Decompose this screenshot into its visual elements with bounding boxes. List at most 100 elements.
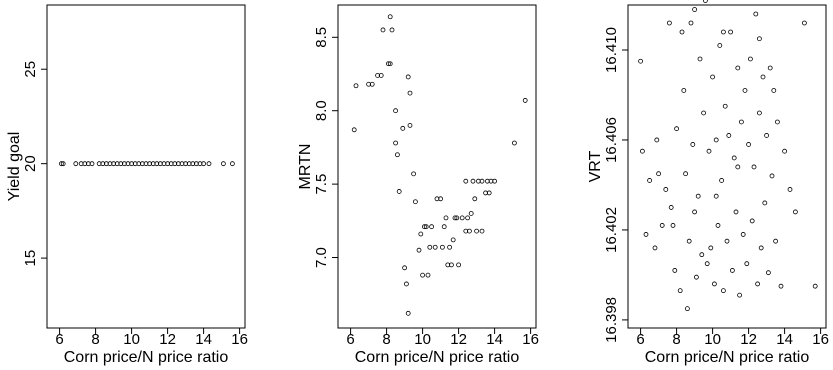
point: [468, 211, 474, 216]
x-tick-label: 16: [812, 331, 829, 348]
point: [486, 190, 492, 196]
point: [405, 310, 411, 316]
point: [730, 268, 735, 273]
point: [656, 171, 661, 177]
point: [744, 261, 750, 267]
point: [679, 29, 685, 35]
x-tick-label: 16: [522, 331, 539, 348]
point: [425, 272, 431, 278]
point: [407, 122, 413, 128]
point: [668, 205, 674, 210]
y-tick-label: 7.0: [313, 247, 330, 268]
point: [378, 73, 384, 78]
point: [771, 88, 777, 93]
point: [416, 247, 422, 253]
x-tick-label: 8: [382, 331, 390, 348]
x-axis-label: Corn price/N price ratio: [645, 349, 810, 366]
y-axis-label: VRT: [587, 150, 604, 182]
point: [465, 215, 471, 221]
x-tick-label: 8: [672, 331, 680, 348]
point: [407, 90, 413, 96]
x-tick-label: 14: [776, 331, 793, 348]
point: [394, 152, 400, 158]
point: [402, 265, 408, 271]
point: [728, 29, 733, 35]
point: [411, 171, 417, 177]
point: [441, 224, 447, 230]
point: [423, 224, 429, 230]
point: [427, 244, 433, 250]
point: [129, 161, 135, 167]
point: [677, 288, 683, 294]
panel: 6 8 10 12 14 16 15 20 25 Corn price/N price ratio…: [6, 4, 248, 366]
point: [448, 262, 454, 268]
y-axis-label: Yield goal: [6, 132, 23, 202]
x-tick-label: 14: [195, 331, 212, 348]
x-tick-label: 6: [55, 331, 63, 348]
point: [685, 306, 690, 312]
point: [704, 261, 710, 267]
point: [454, 215, 460, 221]
point: [753, 11, 759, 17]
point: [387, 61, 393, 67]
point: [701, 110, 706, 116]
point: [773, 238, 778, 244]
point: [389, 27, 395, 33]
point: [686, 238, 692, 244]
point: [456, 262, 462, 268]
point: [220, 161, 226, 167]
y-tick-label: 8.0: [313, 100, 330, 121]
point: [420, 272, 426, 278]
panel: 6 8 10 12 14 16 7.0 7.5 8.0 8.5 Corn price/N price…: [297, 4, 539, 366]
point: [692, 7, 697, 12]
point: [59, 161, 64, 167]
point: [100, 161, 106, 167]
y-tick-label: 20: [22, 155, 39, 172]
x-tick-label: 12: [450, 331, 467, 348]
point: [760, 74, 766, 80]
point: [739, 119, 744, 125]
point: [512, 140, 517, 146]
point: [111, 161, 116, 167]
point: [751, 164, 757, 170]
point: [492, 178, 498, 184]
point: [724, 238, 730, 244]
point: [688, 20, 694, 26]
point: [721, 29, 726, 35]
point: [470, 178, 476, 184]
point: [695, 193, 701, 199]
point: [694, 274, 699, 280]
point: [757, 36, 762, 42]
point: [154, 161, 160, 167]
x-tick-label: 10: [704, 331, 721, 348]
point: [405, 74, 411, 80]
point: [737, 292, 742, 298]
x-tick-label: 6: [636, 331, 644, 348]
point: [721, 288, 726, 294]
point: [438, 196, 444, 202]
point: [758, 245, 764, 251]
point: [403, 281, 409, 287]
point: [432, 244, 438, 250]
point: [740, 232, 746, 237]
point: [201, 161, 207, 167]
point: [652, 245, 658, 251]
point: [136, 161, 142, 167]
point: [351, 127, 357, 133]
point: [104, 161, 109, 167]
point: [746, 142, 751, 147]
point: [472, 196, 478, 202]
point: [82, 161, 88, 167]
y-tick-label: 7.5: [313, 174, 330, 195]
point: [672, 268, 678, 273]
point: [122, 161, 127, 167]
point: [667, 20, 672, 26]
point: [447, 244, 453, 250]
point: [118, 161, 124, 167]
x-tick-label: 6: [346, 331, 354, 348]
point: [647, 178, 652, 183]
point: [722, 103, 728, 109]
point: [418, 231, 424, 237]
point: [654, 137, 660, 143]
